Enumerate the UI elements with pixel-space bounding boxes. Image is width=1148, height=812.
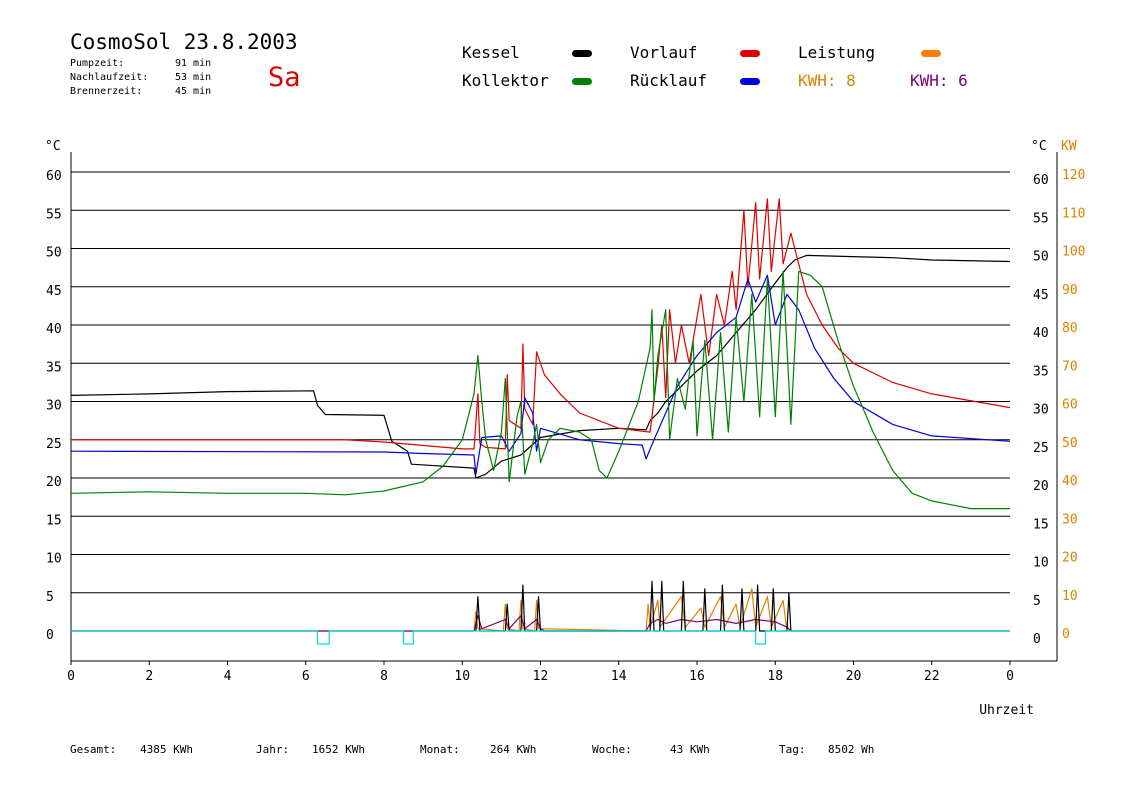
legend-leistung-swatch	[921, 50, 941, 57]
y-tick-label-left: 40	[46, 322, 62, 337]
footer-jahr-value: 1652 KWh	[312, 743, 365, 756]
legend-leistung: Leistung	[798, 43, 876, 62]
x-tick-label: 16	[689, 669, 705, 684]
y-tick-label-right: 25	[1033, 441, 1049, 456]
x-tick-label: 20	[846, 669, 862, 684]
y2-tick-label: 70	[1062, 359, 1078, 374]
x-tick-label: 18	[767, 669, 783, 684]
y2-tick-label: 120	[1062, 168, 1085, 183]
y-tick-label-right: 55	[1033, 211, 1049, 226]
x-tick-label: 14	[611, 669, 627, 684]
footer-monat-value: 264 KWh	[490, 743, 537, 756]
footer-woche-label: Woche:	[592, 743, 632, 756]
y2-tick-label: 100	[1062, 245, 1085, 260]
y-tick-label-left: 45	[46, 284, 62, 299]
y2-tick-label: 80	[1062, 321, 1078, 336]
legend-vorlauf-swatch	[740, 50, 760, 57]
y-tick-label-left: 0	[46, 628, 54, 643]
y-tick-label-left: 20	[46, 475, 62, 490]
footer-monat-label: Monat:	[420, 743, 460, 756]
x-tick-label: 0	[67, 669, 75, 684]
y-tick-label-left: 35	[46, 360, 62, 375]
y2-tick-label: 50	[1062, 436, 1078, 451]
y-tick-label-left: 25	[46, 437, 62, 452]
legend-kwh-1: KWH: 8	[798, 71, 856, 90]
y-tick-label-left: 55	[46, 207, 62, 222]
x-tick-label: 12	[533, 669, 549, 684]
y-tick-label-right: 0	[1033, 632, 1041, 647]
x-tick-label: 2	[145, 669, 153, 684]
footer-woche-value: 43 KWh	[670, 743, 710, 756]
series-line-pumpe	[71, 630, 1010, 645]
legend-ruecklauf-swatch	[740, 78, 760, 85]
y2-tick-label: 0	[1062, 627, 1070, 642]
info-nachlaufzeit-label: Nachlaufzeit:	[70, 72, 149, 83]
y2-tick-label: 90	[1062, 283, 1078, 298]
x-tick-label: 6	[302, 669, 310, 684]
footer-tag-label: Tag:	[779, 743, 806, 756]
legend-kollektor: Kollektor	[462, 71, 549, 90]
x-tick-label: 22	[924, 669, 940, 684]
y-tick-label-left: 15	[46, 513, 62, 528]
info-nachlaufzeit-value: 53 min	[175, 72, 212, 83]
y-tick-label-right: 20	[1033, 479, 1049, 494]
footer-jahr-label: Jahr:	[256, 743, 290, 756]
info-brennerzeit-value: 45 min	[175, 86, 212, 97]
info-pumpzeit-value: 91 min	[175, 58, 212, 69]
footer-gesamt-value: 4385 KWh	[140, 743, 193, 756]
y-tick-label-right: 5	[1033, 594, 1041, 609]
series-line-vorlauf	[71, 198, 1011, 450]
x-tick-label: 4	[224, 669, 232, 684]
series-line-kollektor	[70, 270, 1010, 510]
info-pumpzeit-label: Pumpzeit:	[70, 58, 125, 69]
y-tick-label-right: 60	[1033, 173, 1049, 188]
y-tick-label-left: 5	[46, 590, 54, 605]
y-tick-label-left: 10	[46, 552, 62, 567]
y-tick-label-right: 40	[1033, 326, 1049, 341]
y-axis-unit-right: °C	[1031, 139, 1047, 154]
series-line-kessel	[70, 254, 1011, 479]
y2-tick-label: 20	[1062, 551, 1078, 566]
series-line-r-cklauf	[70, 274, 1011, 475]
y2-tick-label: 60	[1062, 398, 1078, 413]
footer-gesamt-label: Gesamt:	[70, 743, 117, 756]
weekday-label: Sa	[268, 62, 301, 93]
y2-tick-label: 10	[1062, 589, 1078, 604]
legend-kwh-2: KWH: 6	[910, 71, 968, 90]
legend-kollektor-swatch	[572, 78, 592, 85]
y-tick-label-left: 60	[46, 169, 62, 184]
legend-vorlauf: Vorlauf	[630, 43, 698, 62]
y-tick-label-right: 15	[1033, 517, 1049, 532]
y-tick-label-right: 45	[1033, 288, 1049, 303]
y-tick-label-left: 30	[46, 399, 62, 414]
y2-tick-label: 30	[1062, 512, 1078, 527]
footer-tag-value: 8502 Wh	[828, 743, 875, 756]
y-tick-label-right: 10	[1033, 556, 1049, 571]
x-tick-label: 8	[380, 669, 388, 684]
y-tick-label-right: 35	[1033, 364, 1049, 379]
legend-kessel: Kessel	[462, 43, 520, 62]
series-line-kessel	[475, 580, 792, 632]
y-tick-label-right: 50	[1033, 250, 1049, 265]
x-axis-label: Uhrzeit	[979, 703, 1034, 718]
legend-ruecklauf: Rücklauf	[630, 71, 708, 90]
chart-title: CosmoSol 23.8.2003	[70, 30, 298, 54]
y-tick-label-left: 50	[46, 246, 62, 261]
y2-tick-label: 110	[1062, 206, 1085, 221]
info-brennerzeit-label: Brennerzeit:	[70, 86, 143, 97]
y-axis-unit-left: °C	[45, 139, 61, 154]
y-tick-label-right: 30	[1033, 403, 1049, 418]
y2-axis-unit: KW	[1061, 139, 1077, 154]
legend-kessel-swatch	[572, 50, 592, 57]
y2-tick-label: 40	[1062, 474, 1078, 489]
x-tick-label: 10	[454, 669, 470, 684]
series-line-kwh-8	[71, 588, 1010, 632]
x-tick-label: 0	[1006, 669, 1014, 684]
